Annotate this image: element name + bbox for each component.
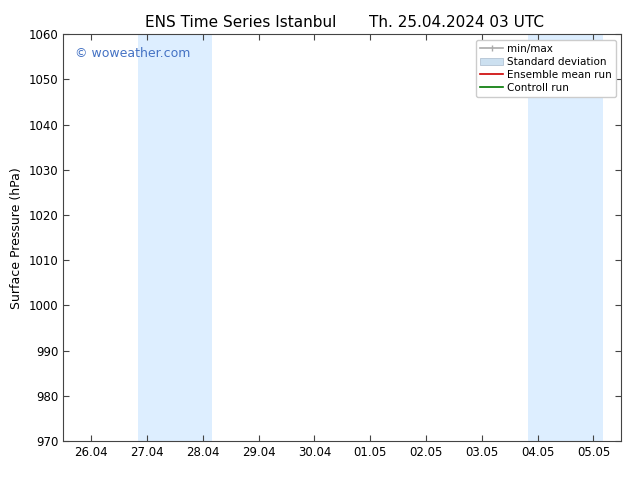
Bar bbox=[528, 34, 566, 441]
Y-axis label: Surface Pressure (hPa): Surface Pressure (hPa) bbox=[10, 167, 23, 309]
Text: Th. 25.04.2024 03 UTC: Th. 25.04.2024 03 UTC bbox=[369, 15, 544, 30]
Bar bbox=[566, 34, 603, 441]
Legend: min/max, Standard deviation, Ensemble mean run, Controll run: min/max, Standard deviation, Ensemble me… bbox=[476, 40, 616, 97]
Text: © woweather.com: © woweather.com bbox=[75, 47, 190, 59]
Bar bbox=[175, 34, 212, 441]
Bar bbox=[138, 34, 175, 441]
Text: ENS Time Series Istanbul: ENS Time Series Istanbul bbox=[145, 15, 337, 30]
